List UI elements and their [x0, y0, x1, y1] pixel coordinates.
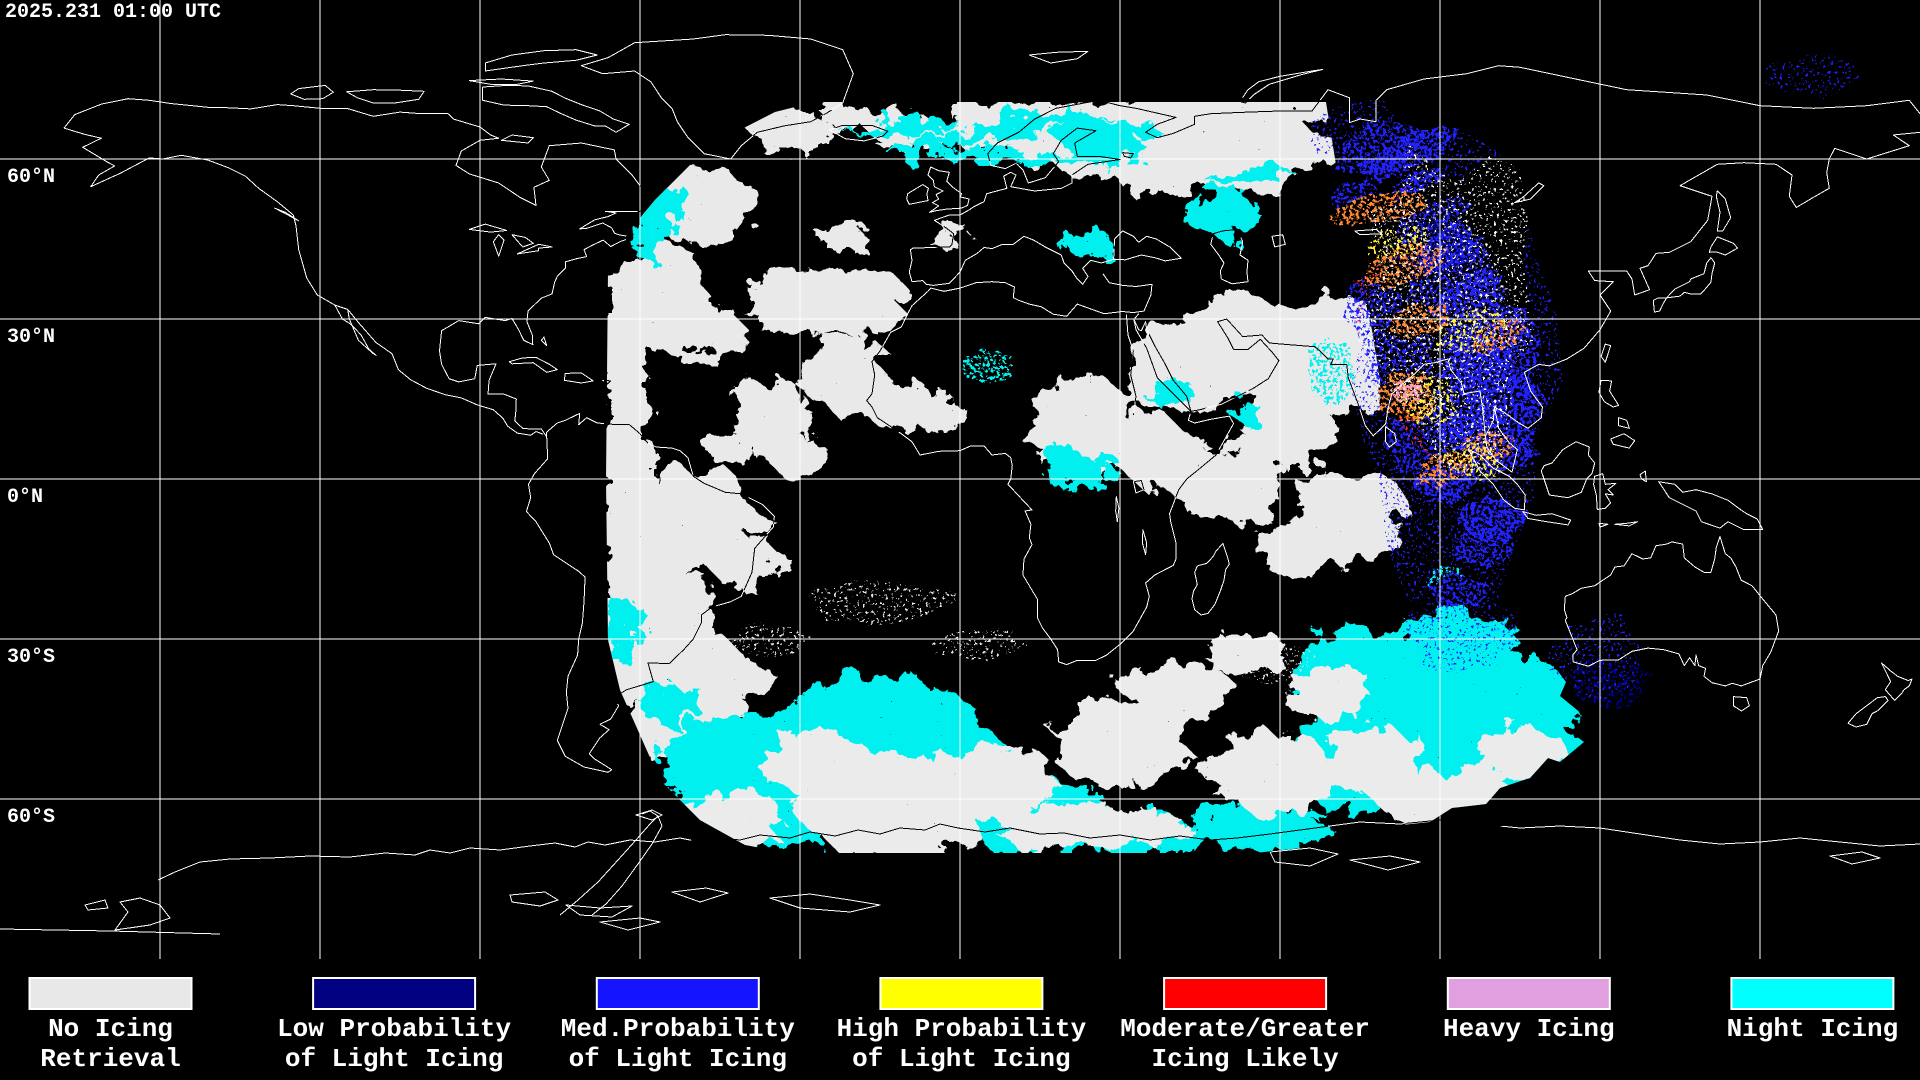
svg-text:Low Probability: Low Probability [277, 1014, 511, 1044]
svg-text:60°S: 60°S [7, 806, 55, 829]
svg-text:of Light Icing: of Light Icing [569, 1044, 787, 1074]
svg-text:Icing Likely: Icing Likely [1151, 1044, 1339, 1074]
svg-text:Heavy Icing: Heavy Icing [1443, 1014, 1615, 1044]
svg-text:30°N: 30°N [7, 326, 55, 349]
svg-text:60°N: 60°N [7, 166, 55, 189]
svg-text:Med.Probability: Med.Probability [561, 1014, 795, 1044]
svg-text:0°N: 0°N [7, 486, 43, 509]
svg-text:Retrieval: Retrieval [40, 1044, 180, 1074]
svg-text:30°S: 30°S [7, 646, 55, 669]
svg-text:High Probability: High Probability [837, 1014, 1087, 1044]
svg-text:2025.231 01:00 UTC: 2025.231 01:00 UTC [5, 1, 221, 24]
svg-text:No Icing: No Icing [48, 1014, 173, 1044]
svg-text:Moderate/Greater: Moderate/Greater [1120, 1014, 1370, 1044]
svg-text:of Light Icing: of Light Icing [852, 1044, 1070, 1074]
svg-text:of Light Icing: of Light Icing [285, 1044, 503, 1074]
svg-text:Night Icing: Night Icing [1727, 1014, 1899, 1044]
